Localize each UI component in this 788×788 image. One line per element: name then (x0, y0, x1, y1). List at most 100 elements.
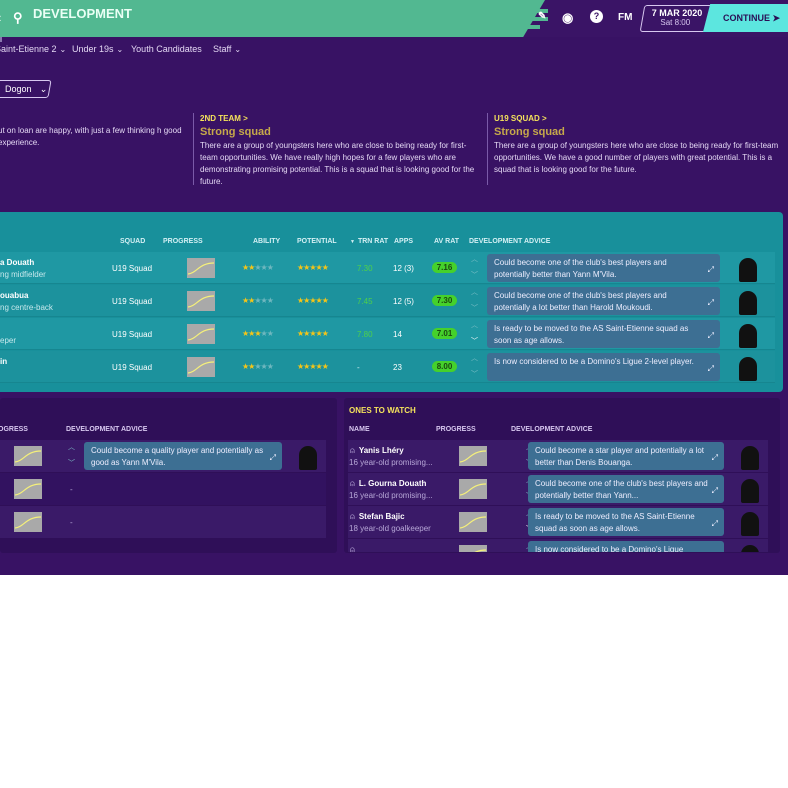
progress-line (14, 450, 42, 463)
player-name[interactable]: ouabua (0, 291, 29, 300)
move-down-icon[interactable]: ﹀ (471, 338, 478, 345)
player-avatar[interactable] (741, 479, 759, 503)
expand-icon[interactable]: ⤢ (707, 298, 714, 307)
development-advice[interactable]: Is ready to be moved to the AS Saint-Eti… (528, 508, 724, 536)
fm-logo[interactable]: FM (618, 12, 633, 23)
progress-line (459, 450, 487, 463)
appearances: 23 (393, 363, 402, 372)
column-header[interactable]: ABILITY (253, 238, 280, 245)
development-advice[interactable]: Could become one of the club's best play… (528, 475, 724, 503)
table-row[interactable]: ︿ ﹀ Could become a quality player and pote… (0, 440, 326, 472)
move-down-icon[interactable]: ﹀ (68, 460, 75, 467)
expand-icon[interactable]: ⤢ (711, 453, 718, 462)
average-rating: 7.16 (432, 262, 457, 273)
subnav-item[interactable]: Under 19s ⌄ (72, 44, 123, 54)
player-avatar[interactable] (741, 512, 759, 536)
column-header[interactable]: ▼ TRN RAT (350, 238, 388, 245)
edit-icon[interactable]: ✎ (538, 11, 547, 22)
development-advice[interactable]: Is now considered to be a Domino's Ligue… (487, 353, 720, 381)
table-row[interactable]: ouabua ng centre-back U19 Squad ★★★★★ ★★★★★ 7… (0, 285, 775, 317)
table-row[interactable]: ⍝ L. Gourna Douath 16 year-old promising..… (348, 473, 768, 505)
date-display[interactable]: 7 MAR 2020 Sat 8:00 (639, 5, 713, 32)
subnav-item[interactable]: Youth Candidates (131, 44, 202, 54)
development-advice[interactable]: Could become one of the club's best play… (487, 287, 720, 315)
column-header[interactable]: AV RAT (434, 238, 459, 245)
development-advice: - (70, 518, 73, 527)
advice-text: Could become one of the club's best play… (494, 258, 667, 279)
development-advice[interactable]: Could become one of the club's best play… (487, 254, 720, 282)
development-advice[interactable]: Could become a quality player and potent… (84, 442, 282, 470)
move-up-icon[interactable]: ︿ (471, 289, 478, 296)
player-name[interactable]: a Douath (0, 258, 35, 267)
continue-button[interactable]: CONTINUE ➤ (703, 4, 788, 32)
progress-chart (187, 291, 215, 311)
player-name[interactable]: ⍝ Yanis Lhéry (350, 446, 404, 456)
search-icon[interactable]: ⚲ (13, 10, 23, 25)
expand-icon[interactable]: ⤢ (712, 551, 718, 552)
expand-icon[interactable]: ⤢ (707, 364, 714, 373)
table-row[interactable]: in U19 Squad ★★★★★ ★★★★★ -23 8.00 ︿ ﹀ Is now con… (0, 351, 775, 383)
appearances: 14 (393, 330, 402, 339)
advice-text: Is now considered to be a Domino's Ligue (535, 545, 684, 552)
help-icon[interactable]: ? (590, 10, 603, 23)
player-avatar[interactable] (739, 357, 757, 381)
move-up-icon[interactable]: ︿ (471, 355, 478, 362)
progress-line (474, 549, 487, 552)
development-advice[interactable]: Is ready to be moved to the AS Saint-Eti… (487, 320, 720, 348)
average-rating: 8.00 (432, 361, 457, 372)
move-down-icon[interactable]: ﹀ (471, 305, 478, 312)
player-avatar[interactable] (741, 446, 759, 470)
column-header[interactable]: DEVELOPMENT ADVICE (469, 238, 550, 245)
column-header[interactable]: SQUAD (120, 238, 145, 245)
player-name[interactable]: ⍝ L. Gourna Douath (350, 479, 426, 489)
table-row[interactable]: - (0, 506, 326, 538)
player-name[interactable]: ⍝ Stefan Bajic (350, 512, 405, 522)
player-name-text: L. Gourna Douath (358, 479, 427, 488)
expand-icon[interactable]: ⤢ (269, 453, 276, 462)
subnav-item[interactable]: Staff ⌄ (213, 44, 241, 54)
move-down-icon[interactable]: ﹀ (471, 371, 478, 378)
expand-icon[interactable]: ⤢ (711, 486, 718, 495)
back-icon[interactable]: ‹ (0, 10, 1, 25)
progress-chart (14, 479, 42, 499)
move-up-icon[interactable]: ︿ (471, 256, 478, 263)
training-rating: 7.30 (357, 264, 373, 273)
page-title: DEVELOPMENT (33, 6, 132, 21)
report-text: ut on loan are happy, with just a few th… (0, 126, 182, 147)
table-row[interactable]: ⍝︿﹀Is now considered to be a Domino's Li… (348, 539, 768, 552)
table-row[interactable]: a Douath ng midfielder U19 Squad ★★★★★ ★★★★★… (0, 252, 775, 284)
player-avatar[interactable] (739, 291, 757, 315)
report-link[interactable]: U19 SQUAD > (494, 114, 547, 123)
column-header[interactable]: PROGRESS (163, 238, 203, 245)
move-down-icon[interactable]: ﹀ (471, 272, 478, 279)
player-name[interactable]: ⍝ (350, 545, 359, 552)
column-header[interactable]: APPS (394, 238, 413, 245)
table-row[interactable]: - (0, 473, 326, 505)
panel-title: ONES TO WATCH (349, 406, 416, 415)
player-name[interactable]: in (0, 357, 8, 366)
filter-dropdown[interactable]: Dogon ⌄ (0, 80, 52, 98)
move-up-icon[interactable]: ︿ (68, 444, 75, 451)
subnav-item[interactable]: Saint-Etienne 2 ⌄ (0, 44, 66, 54)
expand-icon[interactable]: ⤢ (711, 519, 718, 528)
column-header-label: TRN RAT (357, 238, 389, 245)
ability-stars: ★★★★★ (242, 296, 274, 305)
star-icon: ★ (303, 296, 310, 305)
move-up-icon[interactable]: ︿ (471, 322, 478, 329)
player-avatar[interactable] (739, 324, 757, 348)
development-advice[interactable]: Could become a star player and potential… (528, 442, 724, 470)
potential-stars: ★★★★★ (297, 263, 329, 272)
player-avatar[interactable] (741, 545, 759, 552)
table-row[interactable]: eper U19 Squad ★★★★★ ★★★★★ 7.80 14 7.01 ︿ ﹀ Is re… (0, 318, 775, 350)
development-advice[interactable]: Is now considered to be a Domino's Ligue… (528, 541, 724, 552)
column-header[interactable]: POTENTIAL (297, 238, 337, 245)
expand-icon[interactable]: ⤢ (707, 265, 714, 274)
expand-icon[interactable]: ⤢ (707, 331, 714, 340)
globe-icon[interactable]: ◉ (562, 10, 574, 25)
report-link[interactable]: 2ND TEAM > (200, 114, 248, 123)
player-avatar[interactable] (299, 446, 317, 470)
player-avatar[interactable] (739, 258, 757, 282)
